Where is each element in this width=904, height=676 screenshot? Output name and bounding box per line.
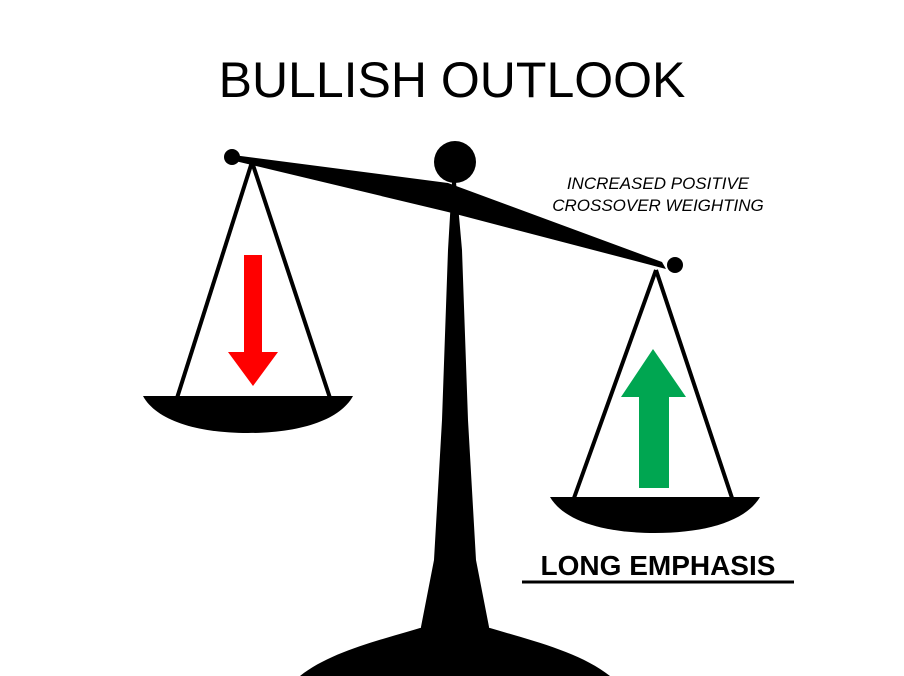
right-pan-strings (572, 269, 734, 499)
scale-beam (231, 155, 666, 269)
beam-left-end-knob (224, 149, 240, 165)
annotation-line-2: CROSSOVER WEIGHTING (552, 196, 764, 215)
right-pan (550, 497, 760, 533)
scale-base (300, 628, 610, 676)
annotation-line-1: INCREASED POSITIVE (567, 174, 750, 193)
scale-top-knob (434, 141, 476, 183)
left-pan (143, 396, 353, 433)
emphasis-label: LONG EMPHASIS (541, 550, 776, 581)
green-up-arrow-icon (621, 349, 686, 488)
beam-right-end-knob (667, 257, 683, 273)
left-pan-strings (175, 161, 332, 399)
page-title: BULLISH OUTLOOK (219, 52, 686, 108)
scale-pole (420, 182, 490, 632)
red-down-arrow-icon (228, 255, 278, 386)
